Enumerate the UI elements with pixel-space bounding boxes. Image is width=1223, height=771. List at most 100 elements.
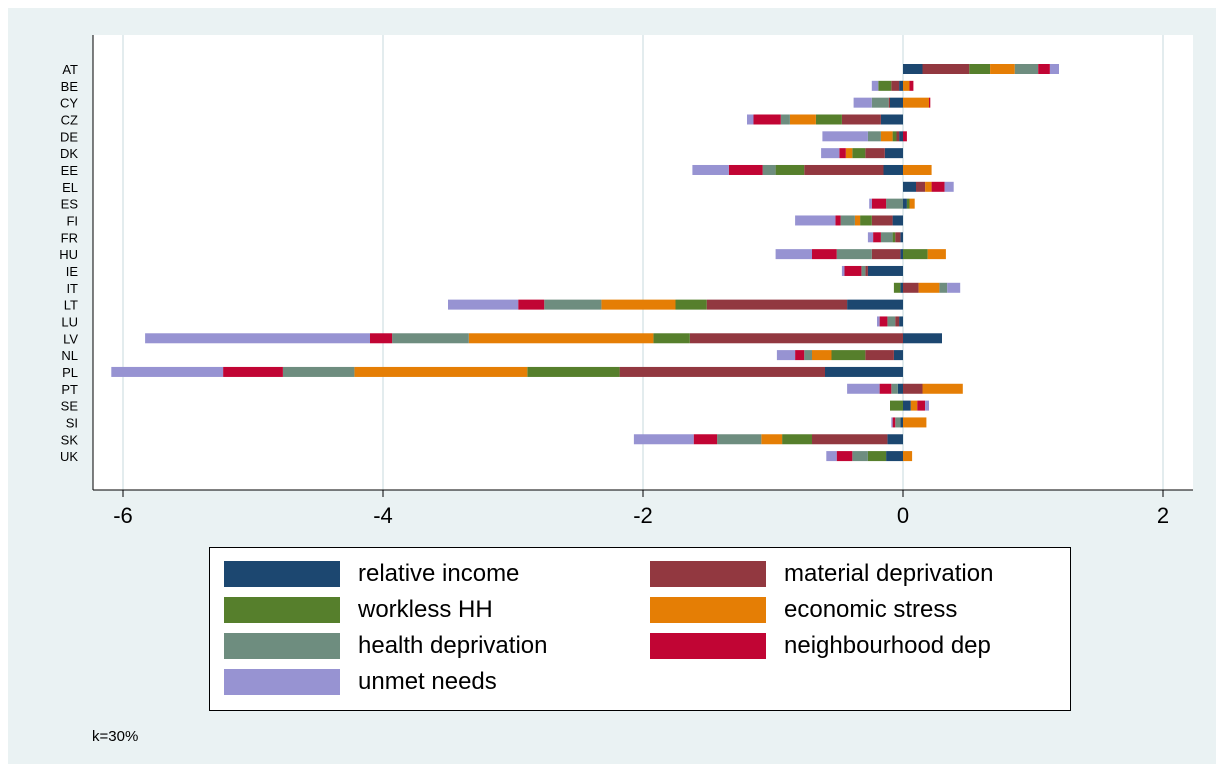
bar-segment — [887, 316, 896, 327]
bar-segment — [865, 350, 894, 361]
bar-segment — [903, 400, 911, 411]
category-label: AT — [62, 62, 78, 77]
bar-segment — [633, 434, 694, 445]
bar-segment — [782, 434, 812, 445]
bar-segment — [893, 282, 901, 293]
bar-segment — [897, 383, 903, 394]
legend-swatch — [224, 597, 340, 623]
bar-segment — [879, 383, 892, 394]
legend-swatch — [650, 597, 766, 623]
bar-segment — [392, 333, 469, 344]
legend-label: unmet needs — [358, 668, 497, 695]
bar-segment — [854, 215, 861, 226]
bar-segment — [903, 282, 919, 293]
legend-label: health deprivation — [358, 632, 548, 659]
bar-segment — [879, 316, 888, 327]
bar-segment — [780, 114, 790, 125]
bar-segment — [1049, 64, 1059, 74]
bar-segment — [844, 265, 862, 276]
bar-segment — [145, 333, 370, 344]
bar-segment — [852, 451, 868, 462]
chart-note: k=30% — [92, 728, 139, 745]
bar-segment — [903, 181, 916, 192]
bar-segment — [728, 164, 763, 175]
bar-segment — [753, 114, 781, 125]
category-label: IT — [66, 281, 78, 296]
category-label: CY — [60, 96, 78, 111]
legend-swatch — [224, 669, 340, 695]
bar-segment — [887, 434, 903, 445]
bar-segment — [795, 215, 836, 226]
bar-segment — [969, 64, 991, 74]
bar-segment — [891, 80, 900, 91]
bar-segment — [900, 232, 903, 243]
bar-segment — [852, 148, 866, 159]
bar-segment — [893, 350, 903, 361]
bar-segment — [880, 131, 893, 142]
bar-segment — [775, 249, 812, 260]
category-label: DK — [60, 146, 78, 161]
legend-item: workless HH — [224, 595, 493, 625]
bar-segment — [895, 232, 901, 243]
legend: relative income material deprivation workl… — [209, 547, 1071, 711]
bar-segment — [891, 383, 898, 394]
bar-segment — [831, 350, 866, 361]
category-label: DE — [60, 129, 78, 144]
bar-segment — [903, 64, 923, 74]
category-label: CZ — [61, 112, 78, 127]
bar-segment — [223, 366, 283, 377]
bar-segment — [922, 64, 970, 74]
bar-segment — [944, 181, 954, 192]
bar-segment — [860, 215, 872, 226]
bar-segment — [804, 350, 812, 361]
bar-segment — [821, 148, 840, 159]
x-tick-label: 0 — [897, 503, 909, 528]
bar-segment — [873, 232, 881, 243]
bar-segment — [871, 215, 893, 226]
bar-segment — [903, 80, 910, 91]
bar-segment — [896, 131, 900, 142]
bar-segment — [871, 97, 889, 108]
bar-segment — [916, 181, 926, 192]
bar-segment — [903, 417, 927, 428]
bar-segment — [845, 148, 853, 159]
legend-item: economic stress — [650, 595, 957, 625]
legend-item: health deprivation — [224, 631, 547, 661]
bar-segment — [884, 148, 903, 159]
bar-segment — [282, 366, 355, 377]
bar-segment — [886, 198, 903, 209]
x-axis-ticks: -6 -4 -2 0 2 — [113, 490, 1169, 528]
bar-segment — [826, 451, 837, 462]
grid-lines — [122, 35, 1164, 490]
bar-segment — [871, 198, 887, 209]
legend-item: relative income — [224, 559, 519, 589]
bar-segment — [890, 400, 903, 411]
bar-segment — [903, 333, 942, 344]
legend-label: neighbourhood dep — [784, 632, 991, 659]
bars — [111, 64, 1059, 462]
bar-segment — [468, 333, 654, 344]
category-label: EL — [62, 180, 78, 195]
bar-segment — [947, 282, 961, 293]
category-label: SK — [61, 432, 79, 447]
legend-item: unmet needs — [224, 667, 497, 697]
bar-segment — [518, 299, 545, 310]
bar-segment — [895, 417, 901, 428]
bar-segment — [825, 366, 903, 377]
bar-segment — [903, 164, 932, 175]
bar-segment — [861, 265, 866, 276]
bar-segment — [878, 80, 892, 91]
bar-segment — [899, 316, 903, 327]
bar-segment — [835, 215, 841, 226]
bar-segment — [865, 148, 885, 159]
bar-segment — [812, 434, 888, 445]
bar-segment — [883, 164, 903, 175]
bar-segment — [918, 282, 940, 293]
bar-segment — [880, 114, 903, 125]
bar-segment — [892, 215, 903, 226]
bar-segment — [619, 366, 825, 377]
category-label: PT — [61, 382, 78, 397]
legend-label: relative income — [358, 560, 520, 587]
